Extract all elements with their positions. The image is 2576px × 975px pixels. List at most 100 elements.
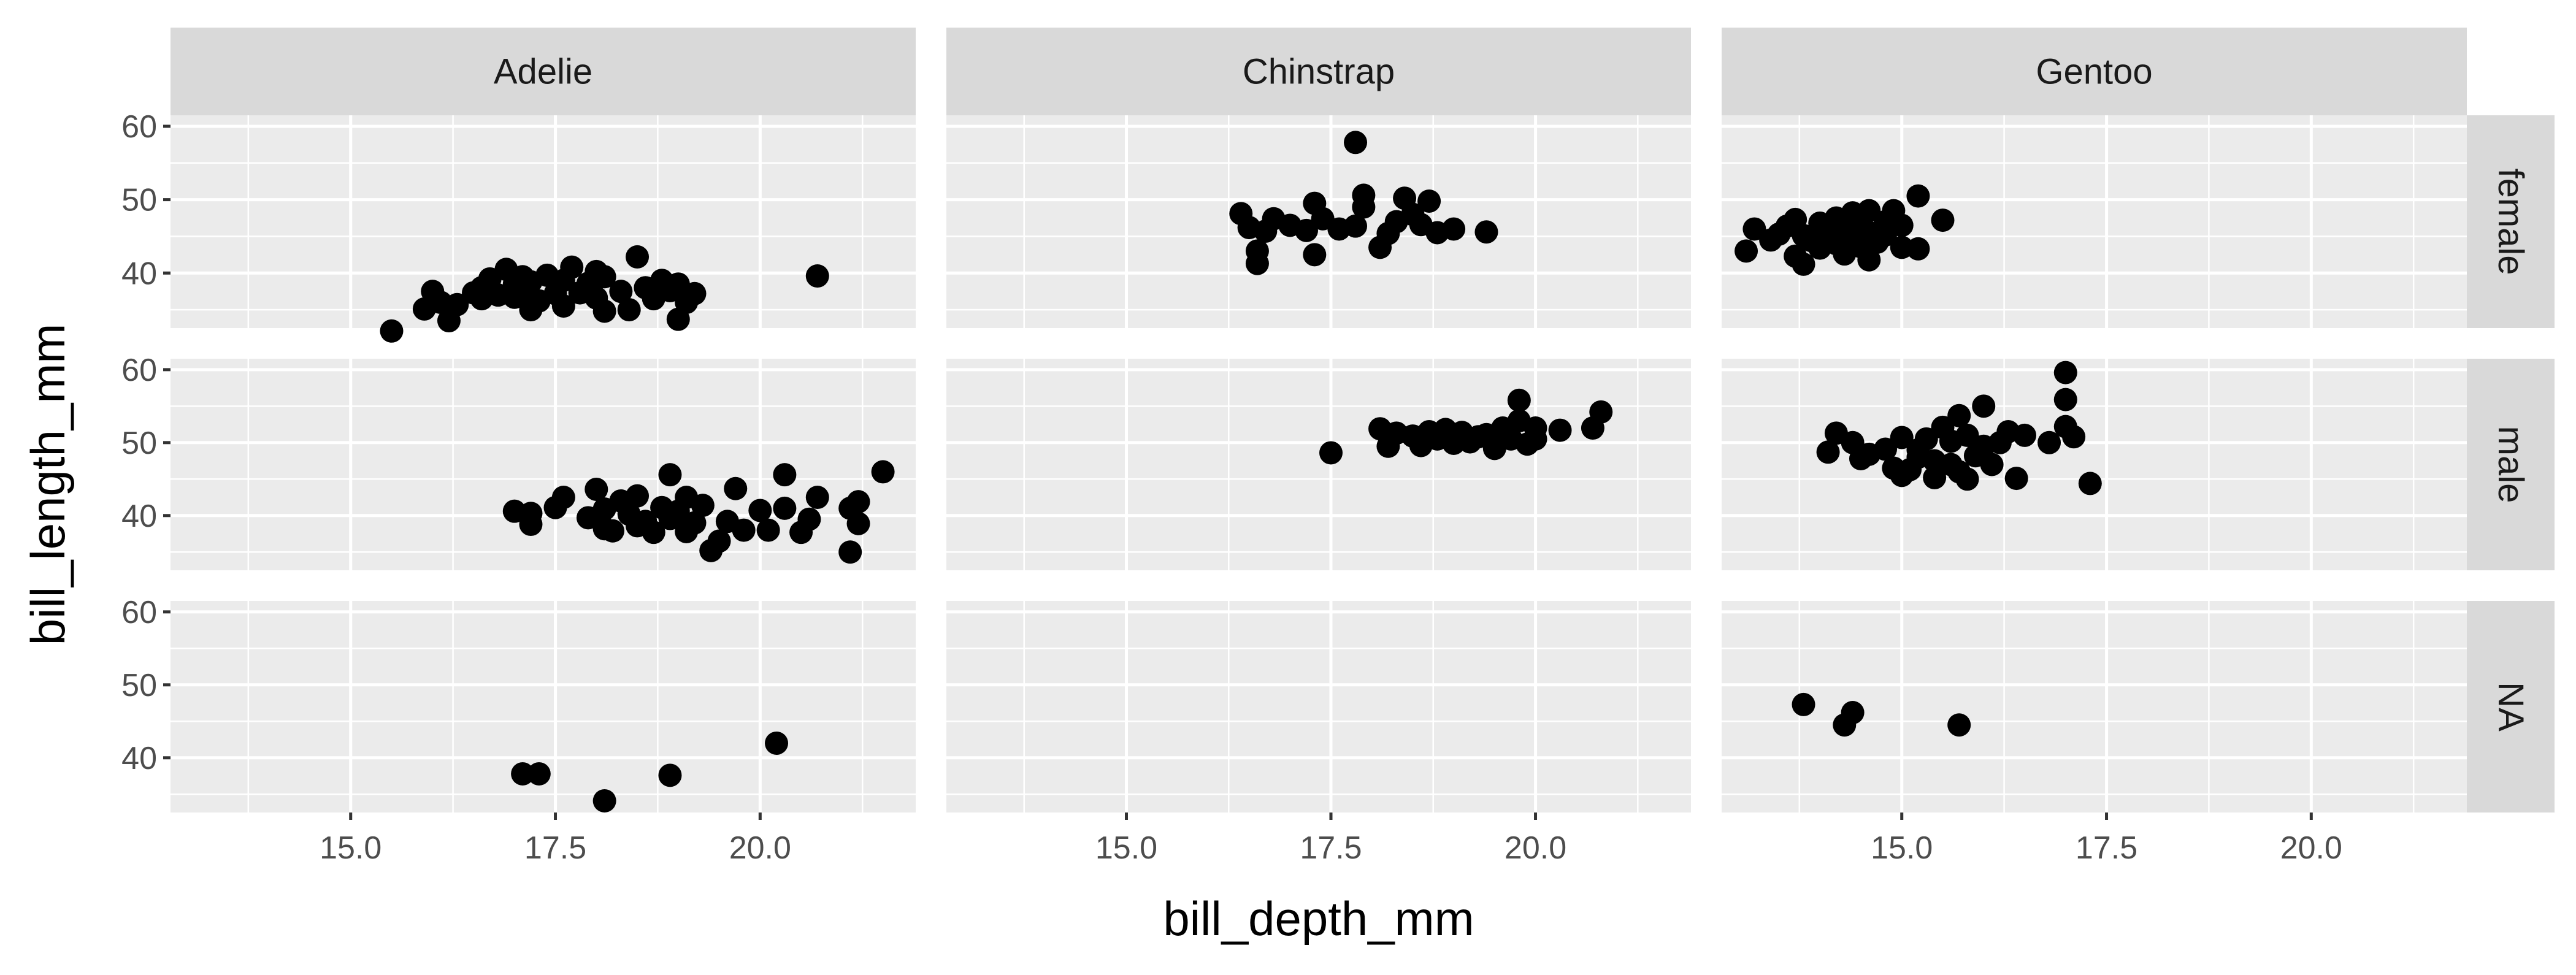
y-tick-label: 40	[121, 499, 157, 534]
facet-strip-adelie	[171, 28, 916, 115]
data-point	[838, 540, 862, 564]
data-point	[1589, 400, 1613, 424]
data-point	[1548, 418, 1572, 442]
data-point	[1874, 437, 1898, 461]
data-point	[732, 518, 756, 542]
x-tick-label: 17.5	[524, 830, 586, 866]
x-tick-label: 17.5	[2076, 830, 2137, 866]
data-point	[2062, 425, 2086, 449]
data-point	[1524, 427, 1547, 451]
data-point	[1947, 403, 1971, 427]
data-point	[748, 499, 772, 522]
data-point	[846, 490, 870, 514]
data-point	[1294, 218, 1318, 242]
data-point	[609, 280, 633, 304]
panel-chinstrap-na	[946, 601, 1691, 812]
data-point	[1245, 239, 1269, 263]
points-layer	[380, 131, 2102, 812]
data-point	[600, 519, 624, 543]
data-point	[846, 511, 870, 535]
panel-gentoo-male	[1722, 359, 2467, 570]
data-point	[2078, 472, 2102, 495]
panel-background	[1722, 359, 2467, 570]
data-point	[1955, 423, 1979, 447]
panel-gentoo-na	[1722, 601, 2467, 812]
x-axis-title: bill_depth_mm	[1163, 892, 1474, 946]
data-point	[1792, 252, 1815, 276]
data-point	[527, 762, 551, 786]
x-tick-label: 20.0	[1505, 830, 1566, 866]
data-point	[1507, 388, 1531, 412]
x-tick-label: 20.0	[2280, 830, 2342, 866]
data-point	[1857, 199, 1881, 223]
data-point	[658, 763, 682, 787]
data-point	[1914, 427, 1938, 451]
data-point	[683, 511, 707, 535]
facet-strip-chinstrap	[946, 28, 1691, 115]
data-point	[585, 477, 608, 501]
data-point	[592, 265, 616, 289]
x-tick-label: 15.0	[1095, 830, 1157, 866]
data-point	[805, 486, 829, 510]
facet-strip-male	[2467, 359, 2555, 570]
data-point	[2004, 467, 2028, 491]
panel-background	[946, 601, 1691, 812]
facet-label-male: male	[2491, 426, 2531, 503]
facet-label-gentoo: Gentoo	[2036, 52, 2152, 92]
data-point	[773, 496, 797, 520]
data-point	[773, 463, 797, 487]
data-point	[511, 762, 535, 786]
data-point	[2013, 423, 2037, 447]
y-tick-label: 50	[121, 426, 157, 461]
data-point	[1735, 239, 1758, 263]
data-point	[1742, 217, 1766, 241]
y-tick-label: 60	[121, 595, 157, 630]
data-point	[560, 255, 584, 279]
data-point	[551, 294, 575, 318]
data-point	[626, 484, 650, 508]
data-point	[805, 264, 829, 288]
data-point	[658, 463, 682, 487]
data-point	[1303, 243, 1327, 267]
data-point	[1890, 426, 1914, 449]
data-point	[1980, 453, 2004, 476]
data-point	[551, 486, 575, 510]
data-point	[1890, 213, 1914, 237]
data-point	[1442, 217, 1466, 241]
x-tick-label: 15.0	[320, 830, 381, 866]
data-point	[1906, 184, 1930, 208]
data-point	[1972, 394, 1996, 418]
data-point	[642, 521, 665, 545]
data-point	[1923, 465, 1947, 489]
facet-strips: Adelie Chinstrap Gentoo female male NA	[171, 28, 2555, 812]
data-point	[592, 299, 616, 323]
panel-background	[1722, 601, 2467, 812]
x-tick-label: 20.0	[729, 830, 791, 866]
data-point	[1816, 440, 1840, 464]
data-point	[1841, 701, 1865, 725]
data-point	[2053, 388, 2077, 411]
data-point	[380, 319, 404, 343]
data-point	[445, 292, 469, 316]
data-point	[1931, 208, 1955, 232]
data-point	[724, 476, 748, 500]
data-point	[756, 518, 780, 542]
y-tick-label: 60	[121, 109, 157, 145]
y-tick-label: 50	[121, 183, 157, 218]
facet-strip-na	[2467, 601, 2555, 812]
data-point	[519, 502, 543, 526]
data-point	[626, 245, 650, 269]
y-tick-label: 40	[121, 256, 157, 291]
facet-label-chinstrap: Chinstrap	[1243, 52, 1395, 92]
panel-background	[946, 359, 1691, 570]
data-point	[2037, 430, 2061, 454]
data-point	[1906, 237, 1930, 261]
data-point	[765, 731, 789, 755]
data-point	[707, 529, 731, 553]
data-point	[617, 298, 641, 322]
data-point	[1955, 467, 1979, 491]
data-point	[797, 507, 821, 531]
facet-label-na: NA	[2491, 682, 2531, 732]
panel-chinstrap-male	[946, 359, 1691, 570]
